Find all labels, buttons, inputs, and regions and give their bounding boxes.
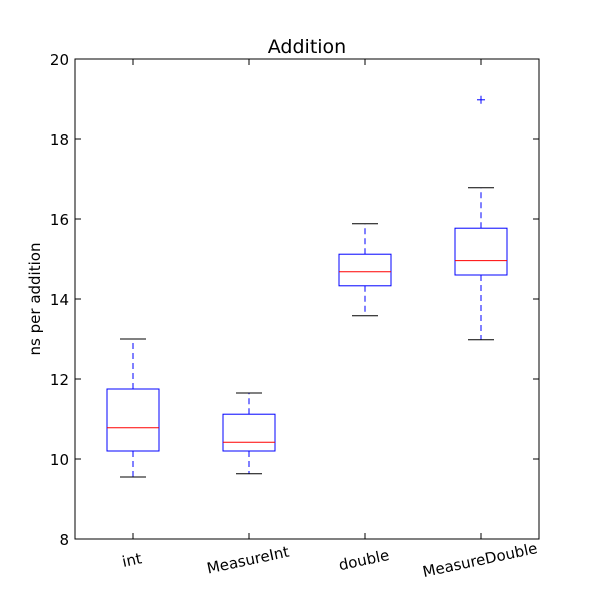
y-axis-ticks: 8 10 12 14 16 18 20 <box>50 51 539 549</box>
chart-title: Addition <box>268 36 346 58</box>
iqr-box <box>454 227 508 276</box>
y-axis-label: ns per addition <box>26 243 44 356</box>
y-tick-label: 10 <box>50 451 69 469</box>
box-int <box>106 338 160 478</box>
iqr-box <box>222 413 276 452</box>
box-measuredouble <box>454 95 508 341</box>
x-tick-label: MeasureInt <box>205 543 291 578</box>
x-tick-label: MeasureDouble <box>421 539 539 581</box>
box-series <box>106 95 508 478</box>
y-tick-label: 12 <box>50 371 69 389</box>
x-tick-label: double <box>337 546 391 574</box>
plot-frame <box>74 58 540 540</box>
y-tick-label: 14 <box>50 291 69 309</box>
iqr-box <box>106 388 160 452</box>
y-tick-label: 18 <box>50 131 69 149</box>
iqr-box <box>338 253 392 287</box>
x-tick-label: int <box>121 549 144 571</box>
y-tick-label: 8 <box>59 531 69 549</box>
box-double <box>338 223 392 317</box>
x-axis-ticks: int MeasureInt double MeasureDouble <box>121 59 539 581</box>
y-tick-label: 20 <box>50 51 69 69</box>
y-tick-label: 16 <box>50 211 69 229</box>
box-measureint <box>222 392 276 475</box>
outlier-marker <box>477 95 485 104</box>
